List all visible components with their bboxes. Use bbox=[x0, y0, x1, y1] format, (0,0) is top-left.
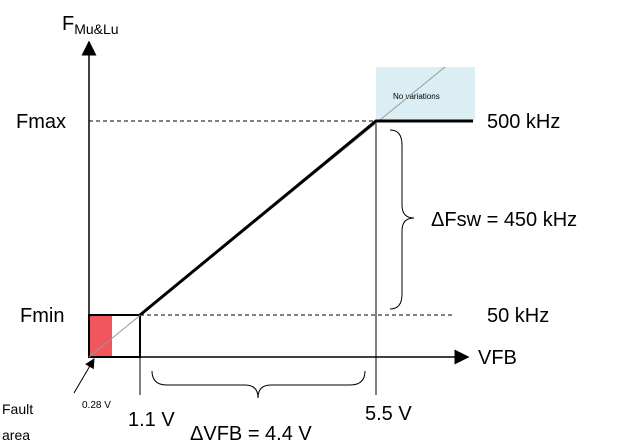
delta-fsw-brace bbox=[389, 129, 415, 310]
y-axis-label-main: F bbox=[62, 13, 74, 35]
y-axis-label: FMu&Lu bbox=[62, 13, 119, 37]
tick-label-5-5v: 5.5 V bbox=[365, 403, 412, 425]
y-axis-label-sub: Mu&Lu bbox=[74, 21, 118, 37]
delta-vfb-brace bbox=[151, 370, 366, 399]
tick-label-1-1v: 1.1 V bbox=[128, 409, 175, 431]
fault-label-line2: area bbox=[2, 427, 30, 443]
fault-area-region bbox=[89, 315, 112, 357]
x-axis-label: VFB bbox=[478, 347, 517, 369]
delta-fsw-label: ΔFsw = 450 kHz bbox=[431, 209, 577, 231]
fmax-label: Fmax bbox=[16, 111, 66, 133]
tick-label-0-28v: 0.28 V bbox=[82, 400, 111, 411]
fault-arrow bbox=[73, 358, 95, 394]
fmin-label: Fmin bbox=[20, 305, 64, 327]
no-variations-label: No variations bbox=[393, 92, 440, 101]
delta-vfb-label: ΔVFB = 4.4 V bbox=[190, 423, 312, 445]
fault-label-line1: Fault bbox=[2, 401, 33, 417]
fmin-value: 50 kHz bbox=[487, 305, 549, 327]
frequency-characteristic-line bbox=[139, 119, 473, 317]
fmax-value: 500 kHz bbox=[487, 111, 560, 133]
no-variation-region bbox=[376, 67, 475, 121]
